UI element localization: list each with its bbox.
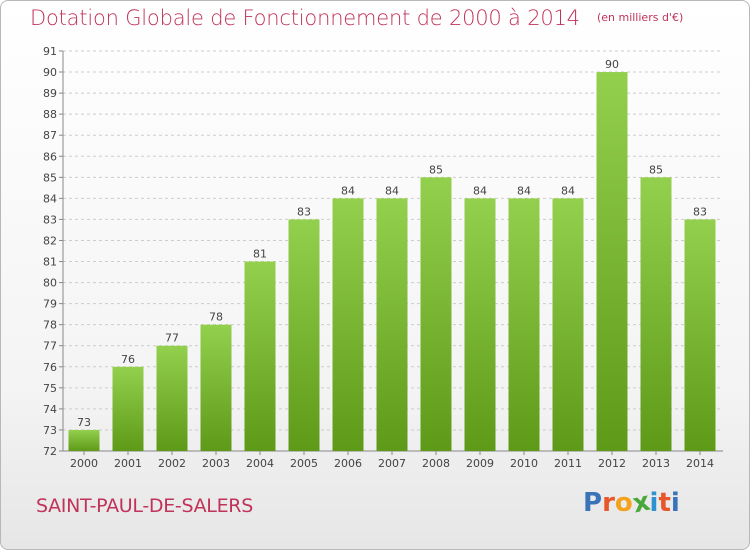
x-tick-label-2003: 2003 bbox=[202, 457, 230, 470]
chart-title-text: Dotation Globale de Fonctionnement de 20… bbox=[30, 6, 580, 30]
y-tick-label: 73 bbox=[43, 424, 57, 437]
y-tick-label: 83 bbox=[43, 213, 57, 226]
bar-2005 bbox=[288, 219, 320, 451]
data-label-2001: 76 bbox=[121, 353, 135, 366]
logo-letter: t bbox=[658, 488, 671, 518]
x-tick-label-2014: 2014 bbox=[686, 457, 714, 470]
y-tick-label: 84 bbox=[43, 192, 57, 205]
x-tick-label-2001: 2001 bbox=[114, 457, 142, 470]
logo-letter: i bbox=[670, 488, 680, 518]
bar-2011 bbox=[552, 198, 584, 451]
data-label-2008: 85 bbox=[429, 163, 443, 176]
y-tick-label: 86 bbox=[43, 150, 57, 163]
x-tick-label-2008: 2008 bbox=[422, 457, 450, 470]
logo-letter: r bbox=[602, 488, 615, 518]
bar-2012 bbox=[596, 72, 628, 451]
y-tick-label: 81 bbox=[43, 256, 57, 269]
x-tick-label-2005: 2005 bbox=[290, 457, 318, 470]
y-tick-label: 74 bbox=[43, 403, 57, 416]
logo-letter: P bbox=[583, 488, 603, 518]
chart-title: Dotation Globale de Fonctionnement de 20… bbox=[30, 6, 683, 30]
x-tick-label-2002: 2002 bbox=[158, 457, 186, 470]
chart-unit: (en milliers d'€) bbox=[596, 11, 684, 24]
data-label-2011: 84 bbox=[561, 184, 575, 197]
bar-2008 bbox=[420, 177, 452, 451]
x-tick-label-2000: 2000 bbox=[70, 457, 98, 470]
bar-2013 bbox=[640, 177, 672, 451]
data-label-2002: 77 bbox=[165, 332, 179, 345]
y-tick-label: 72 bbox=[43, 445, 57, 458]
y-tick-label: 78 bbox=[43, 319, 57, 332]
data-label-2000: 73 bbox=[77, 416, 91, 429]
x-tick-label-2004: 2004 bbox=[246, 457, 274, 470]
data-label-2010: 84 bbox=[517, 184, 531, 197]
x-tick-label-2011: 2011 bbox=[554, 457, 582, 470]
bar-2004 bbox=[244, 261, 276, 451]
bar-2006 bbox=[332, 198, 364, 451]
x-tick-label-2007: 2007 bbox=[378, 457, 406, 470]
bar-2002 bbox=[156, 345, 188, 451]
data-label-2003: 78 bbox=[209, 311, 223, 324]
y-tick-label: 91 bbox=[43, 45, 57, 58]
x-tick-label-2009: 2009 bbox=[466, 457, 494, 470]
data-label-2014: 83 bbox=[693, 205, 707, 218]
data-label-2006: 84 bbox=[341, 184, 355, 197]
y-tick-label: 88 bbox=[43, 108, 57, 121]
bars bbox=[68, 72, 716, 451]
data-label-2004: 81 bbox=[253, 248, 267, 261]
bar-2014 bbox=[684, 219, 716, 451]
logo-letter: i bbox=[649, 488, 659, 518]
proxiti-logo: Proxiti bbox=[583, 487, 680, 520]
y-tick-label: 79 bbox=[43, 298, 57, 311]
bar-2000 bbox=[68, 429, 100, 451]
bar-2001 bbox=[112, 366, 144, 451]
y-tick-label: 76 bbox=[43, 361, 57, 374]
x-tick-label-2012: 2012 bbox=[598, 457, 626, 470]
data-label-2009: 84 bbox=[473, 184, 487, 197]
y-tick-label: 89 bbox=[43, 87, 57, 100]
x-tick-label-2013: 2013 bbox=[642, 457, 670, 470]
bar-2009 bbox=[464, 198, 496, 451]
data-label-2013: 85 bbox=[649, 163, 663, 176]
y-tick-label: 85 bbox=[43, 171, 57, 184]
data-label-2012: 90 bbox=[605, 58, 619, 71]
x-tick-label-2006: 2006 bbox=[334, 457, 362, 470]
commune-name: SAINT-PAUL-DE-SALERS bbox=[36, 495, 253, 517]
y-tick-label: 82 bbox=[43, 234, 57, 247]
y-tick-label: 77 bbox=[43, 340, 57, 353]
y-tick-label: 75 bbox=[43, 382, 57, 395]
y-tick-label: 90 bbox=[43, 66, 57, 79]
data-label-2005: 83 bbox=[297, 205, 311, 218]
y-tick-label: 87 bbox=[43, 129, 57, 142]
data-label-2007: 84 bbox=[385, 184, 399, 197]
bar-2003 bbox=[200, 324, 232, 451]
x-tick-label-2010: 2010 bbox=[510, 457, 538, 470]
bar-2007 bbox=[376, 198, 408, 451]
logo-letter: o bbox=[614, 488, 633, 518]
bar-2010 bbox=[508, 198, 540, 451]
y-tick-label: 80 bbox=[43, 277, 57, 290]
labels: 72 73 74 75 76 77 78 79 80 81 82 83 84 85 86 87 88 89 90 91… bbox=[43, 45, 714, 470]
